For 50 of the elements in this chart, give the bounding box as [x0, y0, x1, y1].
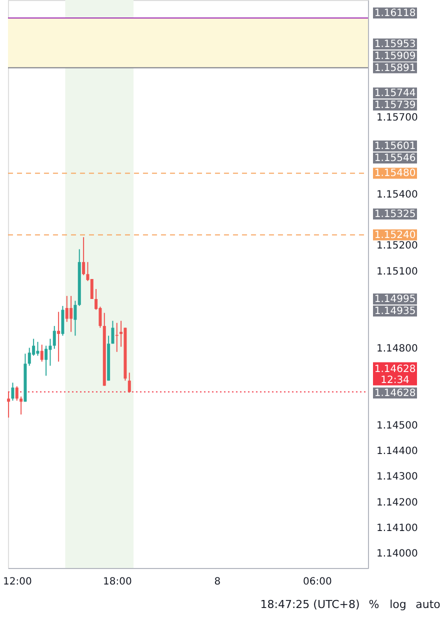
- text: auto: [416, 598, 441, 611]
- candlestick: [44, 345, 48, 376]
- candlestick: [70, 295, 73, 332]
- y-tick-label: 1.15200: [376, 240, 418, 252]
- candlestick: [57, 311, 60, 362]
- ref-line-label: 1.14628 12:34: [374, 364, 416, 386]
- ref-line-label: 1.15480: [374, 168, 416, 180]
- y-tick-label: 1.15100: [376, 266, 418, 278]
- ref-line-label: 1.15240: [374, 230, 416, 241]
- text: 18:47:25 (UTC+8): [260, 598, 360, 611]
- candlestick: [52, 325, 56, 350]
- x-tick-label: 18:00: [102, 576, 132, 588]
- candlestick: [40, 344, 44, 362]
- candlestick: [82, 236, 86, 276]
- candlestick: [7, 391, 10, 418]
- candlestick: [65, 295, 68, 322]
- candlestick: [20, 396, 23, 416]
- y-tick-label: 1.14400: [376, 446, 418, 457]
- text: 1.15546: [374, 153, 416, 164]
- candlestick: [128, 372, 131, 394]
- y-tick-label: 1.14500: [376, 420, 418, 432]
- candlestick: [48, 338, 52, 366]
- text: 1.15601: [374, 141, 416, 152]
- text: 1.15909: [374, 51, 416, 62]
- y-tick-label: 1.15400: [376, 189, 418, 200]
- ref-line-label: 1.15891: [374, 62, 416, 74]
- candlestick: [28, 347, 31, 366]
- text: 1.14935: [374, 306, 416, 317]
- x-tick-label: 12:00: [2, 576, 32, 588]
- y-tick-label: 1.15700: [376, 112, 418, 124]
- candlestick: [74, 300, 77, 336]
- y-tick-label: 1.14000: [376, 548, 418, 560]
- text: 1.16118: [374, 8, 416, 19]
- candlestick: [11, 382, 14, 402]
- text: 1.14628: [374, 388, 416, 399]
- text: 1.14995: [374, 294, 416, 305]
- text: 1.15953: [374, 39, 416, 50]
- text: %: [368, 598, 380, 611]
- x-tick-label: 06:00: [302, 576, 332, 588]
- text: log: [390, 598, 406, 611]
- y-tick-label: 1.14200: [376, 497, 418, 508]
- x-tick-label: 8: [214, 576, 221, 588]
- candlestick: [111, 320, 114, 344]
- candlestick: [15, 386, 18, 402]
- y-tick-label: 1.14100: [376, 522, 418, 534]
- text: 1.15739: [374, 100, 416, 111]
- y-tick-label: 1.14300: [376, 472, 418, 483]
- text: 1.15744: [374, 88, 416, 99]
- y-tick-label: 1.14800: [376, 343, 418, 354]
- text: 1.15325: [374, 209, 416, 220]
